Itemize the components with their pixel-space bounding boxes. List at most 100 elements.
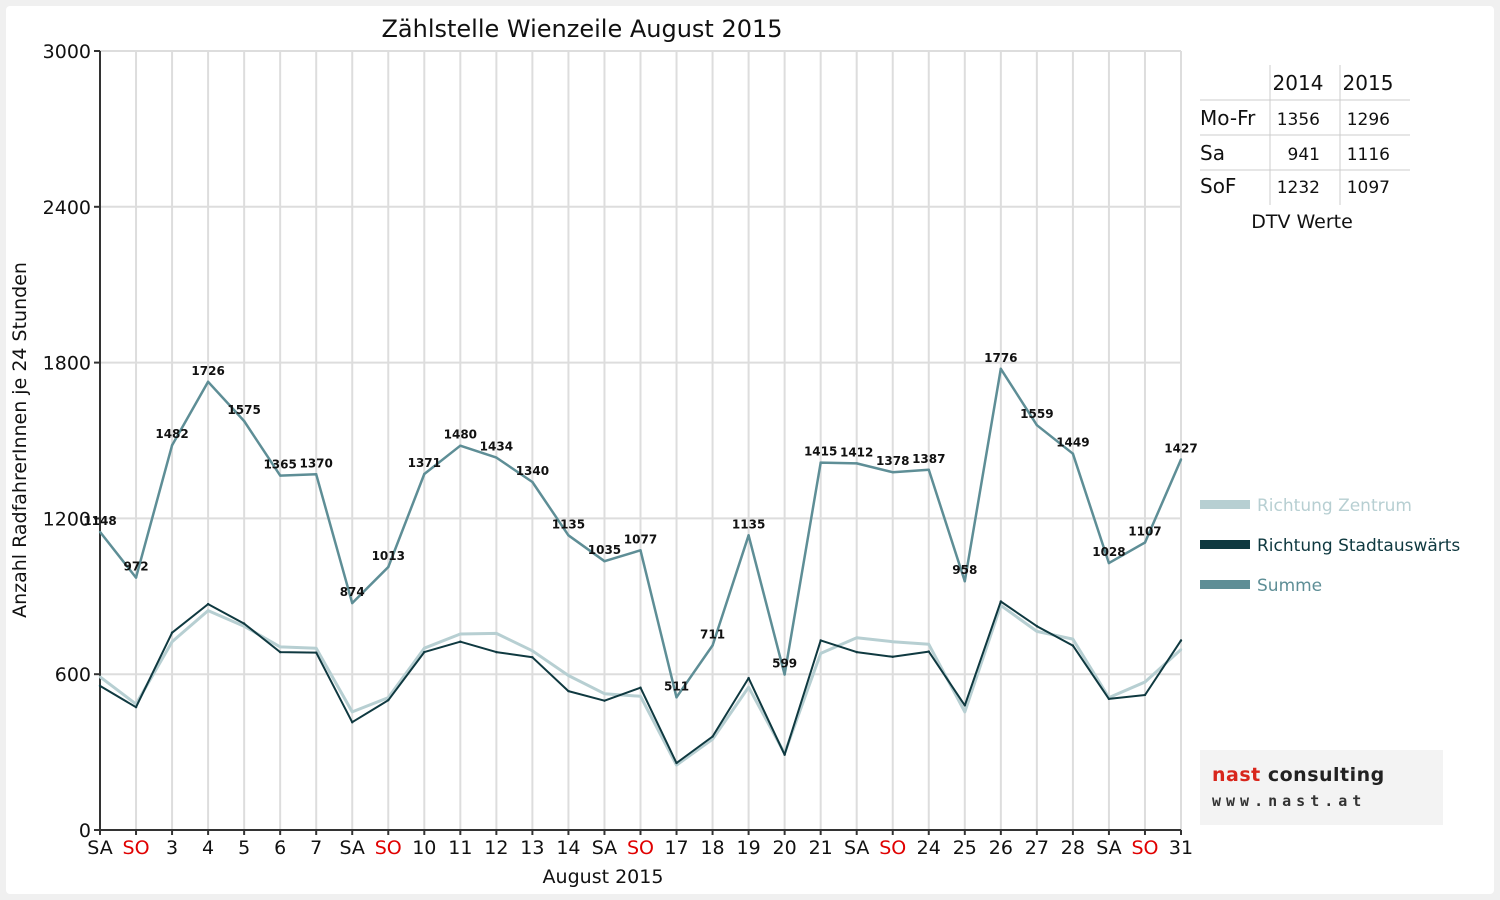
data-label: 1387 bbox=[912, 452, 945, 466]
data-point bbox=[927, 643, 930, 646]
x-tick-label: 5 bbox=[238, 837, 250, 859]
data-point bbox=[1071, 452, 1075, 455]
dtv-value-2015: 1116 bbox=[1347, 145, 1390, 165]
data-label: 1035 bbox=[588, 543, 621, 557]
x-tick-label: 20 bbox=[773, 837, 797, 859]
data-label: 1726 bbox=[191, 364, 224, 378]
data-point bbox=[999, 367, 1003, 371]
dtv-value-2014: 941 bbox=[1288, 145, 1320, 165]
dtv-value-2015: 1296 bbox=[1347, 110, 1390, 130]
data-point bbox=[855, 650, 858, 654]
data-point bbox=[98, 675, 102, 678]
x-tick-label: SA bbox=[340, 837, 365, 859]
data-point bbox=[747, 534, 750, 537]
data-label: 1370 bbox=[299, 456, 332, 470]
data-point bbox=[783, 753, 786, 756]
y-tick-label: 0 bbox=[79, 820, 91, 842]
data-label: 1449 bbox=[1056, 436, 1089, 450]
data-point bbox=[927, 468, 930, 472]
x-tick-label: 26 bbox=[989, 837, 1013, 859]
data-point bbox=[891, 470, 894, 474]
data-point bbox=[531, 649, 534, 653]
data-label: 958 bbox=[952, 563, 977, 577]
x-tick-label: SO bbox=[879, 837, 906, 859]
x-tick-label: 19 bbox=[737, 837, 761, 859]
data-point bbox=[603, 692, 606, 695]
data-point bbox=[711, 735, 714, 738]
data-label: 1415 bbox=[804, 445, 837, 459]
data-label: 711 bbox=[700, 627, 725, 641]
data-label: 1148 bbox=[83, 514, 116, 528]
x-tick-label: 11 bbox=[448, 837, 472, 859]
data-point bbox=[459, 444, 462, 447]
data-point bbox=[315, 651, 318, 654]
data-label: 1371 bbox=[408, 456, 441, 470]
data-point bbox=[711, 644, 714, 647]
data-point bbox=[387, 565, 390, 569]
data-point bbox=[1179, 648, 1183, 651]
data-label: 1427 bbox=[1164, 441, 1197, 455]
x-tick-label: SO bbox=[375, 837, 402, 859]
legend-label-0: Richtung Zentrum bbox=[1257, 496, 1412, 516]
data-point bbox=[98, 684, 102, 688]
dtv-value-2014: 1232 bbox=[1277, 178, 1320, 198]
dtv-row-label: Sa bbox=[1200, 141, 1225, 165]
data-point bbox=[495, 456, 498, 459]
data-point bbox=[747, 676, 750, 680]
nast-consulting-logo: nast consulting www.nast.at bbox=[1200, 750, 1443, 825]
data-point bbox=[1107, 561, 1111, 565]
x-tick-label: SA bbox=[87, 837, 112, 859]
legend-swatch-1 bbox=[1200, 540, 1250, 549]
x-tick-label: 17 bbox=[664, 837, 688, 859]
legend-label-2: Summe bbox=[1257, 576, 1322, 596]
data-label: 1378 bbox=[876, 454, 909, 468]
data-point bbox=[567, 534, 570, 537]
data-label: 1776 bbox=[984, 351, 1017, 365]
data-point bbox=[891, 640, 894, 643]
data-point bbox=[963, 580, 966, 583]
data-point bbox=[242, 419, 246, 423]
data-point bbox=[170, 443, 174, 447]
data-point bbox=[1179, 458, 1183, 461]
data-label: 972 bbox=[124, 560, 149, 574]
x-tick-label: SO bbox=[627, 837, 654, 859]
logo-consulting: consulting bbox=[1260, 764, 1385, 786]
x-axis-label: August 2015 bbox=[543, 866, 664, 888]
data-label: 874 bbox=[340, 585, 365, 599]
legend-label-1: Richtung Stadtauswärts bbox=[1257, 536, 1460, 556]
data-point bbox=[206, 380, 210, 384]
dtv-header-2015: 2015 bbox=[1343, 71, 1394, 95]
x-tick-label: 4 bbox=[202, 837, 214, 859]
data-point bbox=[1179, 639, 1183, 642]
data-point bbox=[927, 650, 930, 653]
data-point bbox=[278, 645, 282, 649]
logo-url: www.nast.at bbox=[1212, 792, 1367, 810]
data-point bbox=[278, 650, 282, 654]
data-point bbox=[1143, 680, 1147, 684]
data-point bbox=[819, 461, 822, 464]
data-point bbox=[639, 695, 642, 698]
x-tick-label: 24 bbox=[917, 837, 941, 859]
y-tick-label: 2400 bbox=[43, 197, 91, 219]
data-point bbox=[170, 640, 174, 643]
data-label: 1482 bbox=[155, 427, 188, 441]
data-point bbox=[98, 530, 102, 534]
data-point bbox=[783, 673, 786, 676]
data-label: 1135 bbox=[552, 517, 585, 531]
x-tick-label: 12 bbox=[484, 837, 508, 859]
data-point bbox=[639, 549, 642, 552]
data-label: 1365 bbox=[263, 458, 296, 472]
x-tick-label: 6 bbox=[274, 837, 286, 859]
data-point bbox=[1035, 630, 1039, 633]
data-point bbox=[387, 698, 390, 702]
data-point bbox=[1071, 637, 1075, 641]
data-point bbox=[567, 674, 570, 677]
data-point bbox=[675, 696, 678, 699]
data-point bbox=[351, 710, 354, 714]
dtv-row-label: SoF bbox=[1200, 174, 1236, 198]
data-point bbox=[134, 705, 138, 709]
data-point bbox=[855, 636, 858, 640]
x-tick-label: 31 bbox=[1169, 837, 1193, 859]
y-tick-label: 1200 bbox=[43, 508, 91, 530]
data-point bbox=[278, 474, 282, 477]
